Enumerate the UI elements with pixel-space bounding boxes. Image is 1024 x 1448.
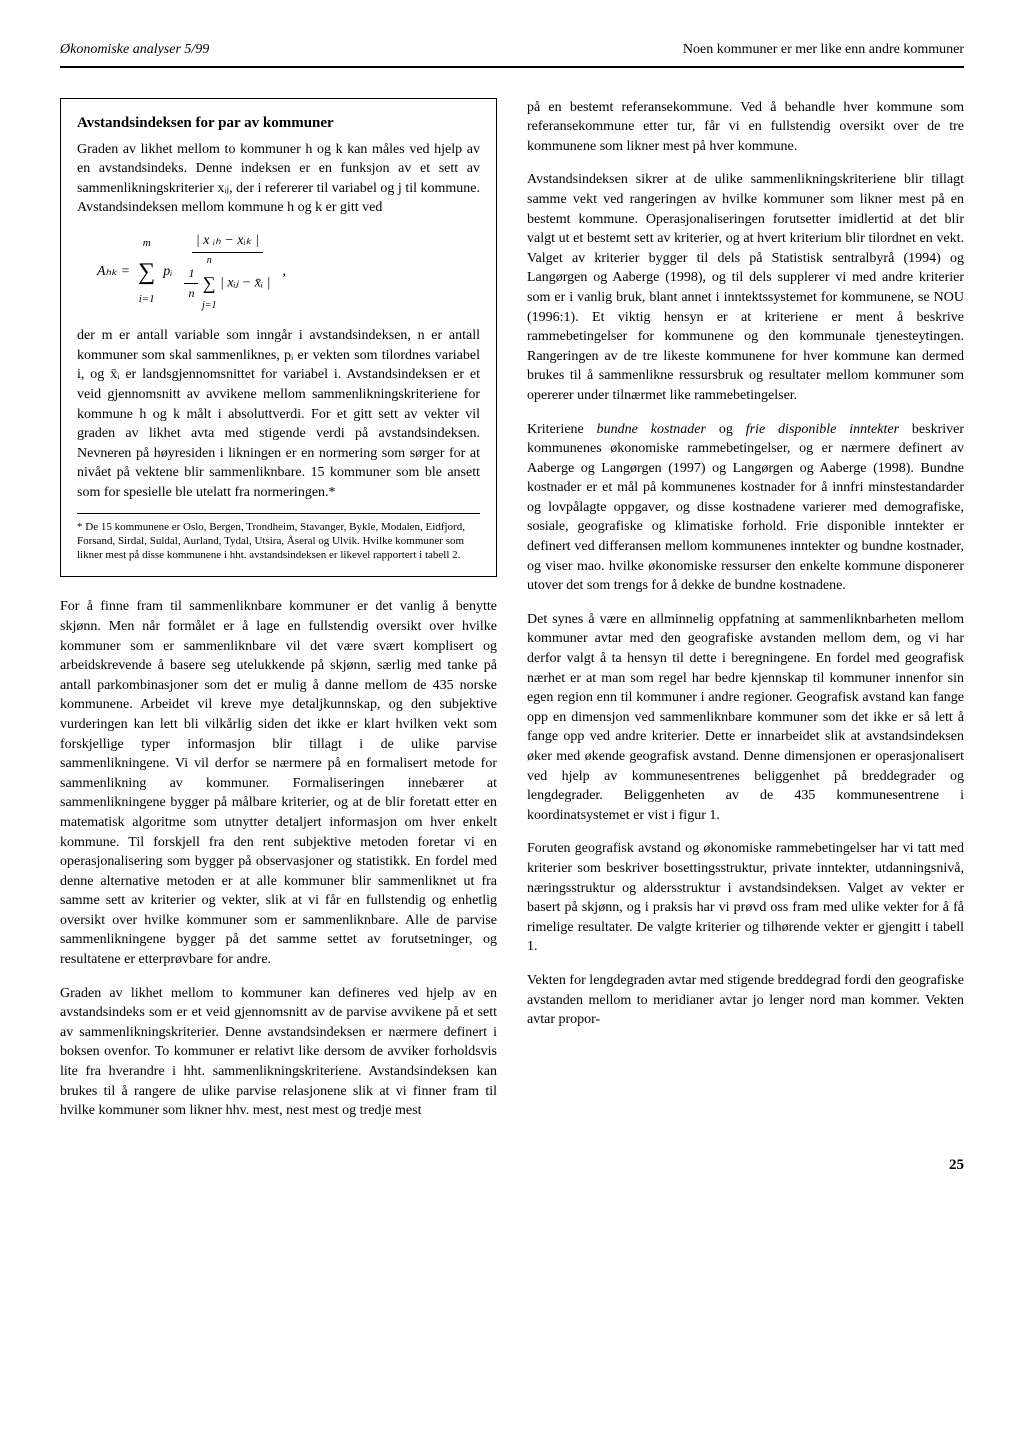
right-para-1: på en bestemt referansekommune. Ved å be…	[527, 98, 964, 157]
box-footnote: * De 15 kommunene er Oslo, Bergen, Trond…	[77, 513, 480, 563]
right-para-3: Kriteriene bundne kostnader og frie disp…	[527, 420, 964, 596]
right-para-6: Vekten for lengdegraden avtar med stigen…	[527, 971, 964, 1030]
formula-box: Avstandsindeksen for par av kommuner Gra…	[60, 98, 497, 578]
two-column-layout: Avstandsindeksen for par av kommuner Gra…	[60, 98, 964, 1135]
fraction-numerator: | x ᵢₕ − xᵢₖ |	[192, 230, 263, 253]
formula-comma: ,	[282, 261, 286, 283]
right-para-2: Avstandsindeksen sikrer at de ulike samm…	[527, 170, 964, 405]
sum-upper: m	[143, 235, 151, 253]
fraction-denominator: 1 n n ∑ j=1 | xᵢⱼ − x̄ᵢ |	[180, 253, 274, 314]
left-column: Avstandsindeksen for par av kommuner Gra…	[60, 98, 497, 1135]
page-number: 25	[60, 1155, 964, 1176]
right-para-4: Det synes å være en allminnelig oppfatni…	[527, 610, 964, 826]
formula-pi: pᵢ	[163, 261, 172, 283]
distance-formula: Aₕₖ = m ∑ i=1 pᵢ | x ᵢₕ − xᵢₖ | 1 n	[97, 230, 480, 314]
header-left: Økonomiske analyser 5/99	[60, 40, 209, 60]
box-para-1: Graden av likhet mellom to kommuner h og…	[77, 140, 480, 218]
box-para-2: der m er antall variable som inngår i av…	[77, 326, 480, 502]
left-para-2: Graden av likhet mellom to kommuner kan …	[60, 984, 497, 1121]
page-header: Økonomiske analyser 5/99 Noen kommuner e…	[60, 40, 964, 68]
right-column: på en bestemt referansekommune. Ved å be…	[527, 98, 964, 1135]
box-title: Avstandsindeksen for par av kommuner	[77, 113, 480, 134]
main-fraction: | x ᵢₕ − xᵢₖ | 1 n n ∑ j=1 | xᵢⱼ − x̄ᵢ |	[180, 230, 274, 314]
formula-lhs: Aₕₖ =	[97, 261, 130, 283]
sigma-icon: ∑	[138, 253, 155, 291]
header-right: Noen kommuner er mer like enn andre komm…	[683, 40, 964, 60]
sum-lower: i=1	[139, 291, 155, 309]
left-para-1: For å finne fram til sammenliknbare komm…	[60, 597, 497, 969]
right-para-5: Foruten geografisk avstand og økonomiske…	[527, 839, 964, 957]
